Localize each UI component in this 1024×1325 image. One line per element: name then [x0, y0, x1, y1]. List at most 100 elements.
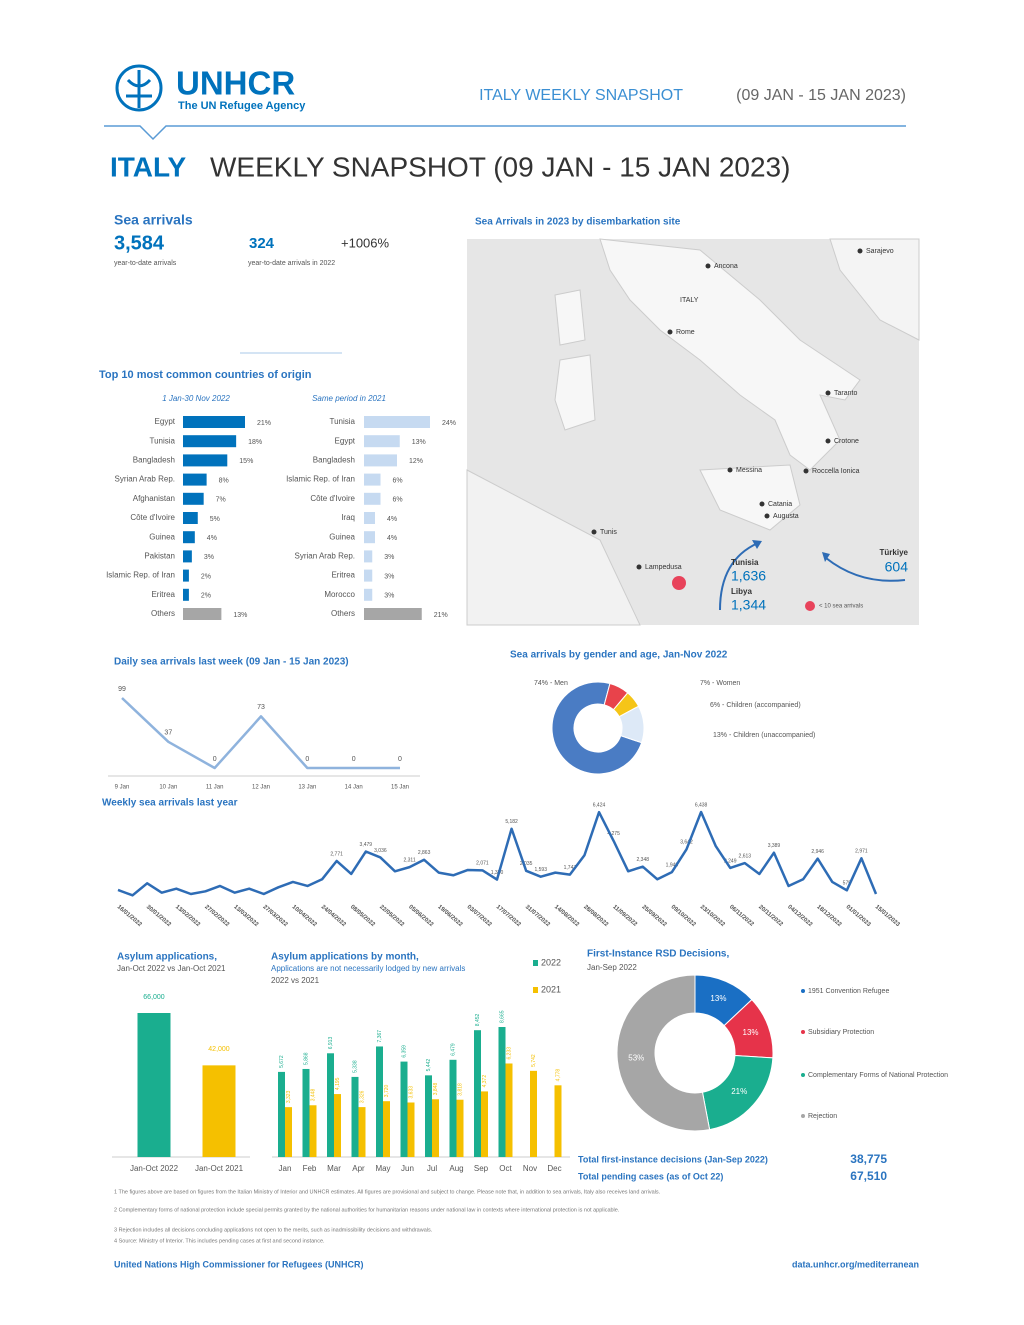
- value-label: 6,359: [401, 1045, 407, 1058]
- x-tick-label: 18/12/2022: [815, 904, 842, 928]
- category-label: Eritrea: [151, 590, 175, 599]
- bar: [183, 569, 189, 582]
- category-label: Bangladesh: [313, 456, 355, 465]
- bar: [400, 1061, 408, 1157]
- value-label: 3%: [204, 554, 214, 561]
- map-point: [591, 529, 597, 535]
- map-value: 1,344: [731, 597, 766, 613]
- x-tick-label: 15/01/2023: [874, 904, 901, 928]
- value-label: 6,479: [450, 1043, 456, 1056]
- value-label: 2,249: [724, 858, 737, 864]
- bar: [474, 1030, 481, 1157]
- x-tick-label: 10/04/2022: [291, 904, 318, 928]
- chart-title: Weekly sea arrivals last year: [102, 798, 238, 809]
- x-tick-label: 19/06/2022: [436, 904, 463, 928]
- x-tick-label: Nov: [523, 1164, 537, 1173]
- bar: [364, 531, 375, 544]
- value-label: 66,000: [143, 994, 165, 1001]
- value-label: 4%: [387, 535, 397, 542]
- line: [121, 697, 400, 770]
- x-tick-label: 11/09/2022: [611, 904, 638, 928]
- value-label: 6,438: [695, 802, 708, 808]
- x-tick-label: 15 Jan: [391, 785, 409, 791]
- map-place: Sarajevo: [866, 248, 894, 255]
- value-label: 13%: [233, 612, 247, 619]
- value-label: 2,348: [637, 857, 650, 863]
- bar: [358, 1107, 366, 1157]
- map-title: Sea Arrivals in 2023 by disembarkation s…: [475, 217, 681, 228]
- category-label: Afghanistan: [133, 494, 175, 503]
- category-label: Islamic Rep. of Iran: [286, 475, 355, 484]
- footnote: 4 Source: Ministry of Interior. This inc…: [114, 1238, 325, 1244]
- map-point: [857, 248, 863, 254]
- kpi-label: year-to-date arrivals: [114, 260, 177, 267]
- kpi-change: +1006%: [341, 235, 390, 250]
- category-label: Syrian Arab Rep.: [295, 552, 355, 561]
- legend-label: Rejection: [808, 1113, 837, 1120]
- x-tick-label: 14/08/2022: [553, 904, 580, 928]
- value-label: 21%: [731, 1087, 747, 1096]
- value-label: 3,326: [359, 1090, 365, 1103]
- value-label: 2,613: [739, 853, 752, 859]
- legend-swatch: [801, 989, 805, 993]
- map-point: [803, 468, 809, 474]
- map-place: ITALY: [680, 297, 699, 304]
- value-label: 37: [164, 730, 172, 737]
- value-label: 3%: [384, 554, 394, 561]
- map-place: Roccella Ionica: [812, 468, 860, 475]
- map-point: [705, 263, 711, 269]
- value-label: 5,868: [303, 1052, 309, 1065]
- chart-title: First-Instance RSD Decisions,: [587, 949, 729, 960]
- map: [466, 238, 920, 626]
- bar: [183, 588, 189, 601]
- donut-segment: [616, 974, 711, 1132]
- category-label: Côte d'Ivoire: [130, 513, 175, 522]
- legend-swatch: [801, 1073, 805, 1077]
- bar: [183, 550, 192, 563]
- category-label: Islamic Rep. of Iran: [106, 571, 175, 580]
- category-label: Syrian Arab Rep.: [115, 475, 175, 484]
- x-tick-label: Dec: [547, 1164, 561, 1173]
- chart-title: Asylum applications by month,: [271, 952, 419, 963]
- map-place: Tunis: [600, 529, 617, 536]
- kpi-label: year-to-date arrivals in 2022: [248, 260, 335, 267]
- value-label: 1,940: [666, 862, 679, 868]
- map-place: Catania: [768, 501, 792, 508]
- value-label: 13%: [743, 1028, 759, 1037]
- x-tick-label: 17/07/2022: [495, 904, 522, 928]
- header-rule: [104, 125, 906, 141]
- legend-label: Complementary Forms of National Protecti…: [808, 1072, 948, 1079]
- bar: [449, 1059, 457, 1157]
- bar: [351, 1076, 359, 1157]
- value-label: 13%: [412, 439, 426, 446]
- map-point: [759, 501, 765, 507]
- map-label: Türkiye: [880, 548, 909, 557]
- map-place: Taranto: [834, 390, 857, 397]
- bar: [202, 1065, 236, 1157]
- footnote: 2 Complementary forms of national protec…: [114, 1207, 620, 1213]
- x-tick-label: Feb: [303, 1164, 317, 1173]
- bar: [364, 416, 430, 428]
- value-label: 6,424: [593, 803, 606, 809]
- category-label: Tunisia: [150, 436, 176, 445]
- x-tick-label: 04/12/2022: [786, 904, 813, 928]
- x-tick-label: 05/06/2022: [407, 904, 434, 928]
- donut-segment: [618, 705, 645, 744]
- map-value: 604: [885, 559, 909, 575]
- donut-segment: [551, 681, 643, 775]
- value-label: 3,642: [680, 840, 693, 846]
- x-tick-label: Sep: [474, 1164, 489, 1173]
- bar: [364, 550, 373, 563]
- bar: [309, 1105, 317, 1157]
- bar: [364, 569, 373, 582]
- map-place: Augusta: [773, 513, 799, 520]
- value-label: 18%: [248, 439, 262, 446]
- category-label: Others: [331, 609, 355, 618]
- x-tick-label: 30/01/2022: [145, 904, 172, 928]
- value-label: 13%: [710, 994, 726, 1003]
- header-period: (09 JAN - 15 JAN 2023): [736, 87, 906, 104]
- value-label: 42,000: [208, 1046, 230, 1053]
- bar: [285, 1107, 292, 1157]
- value-label: 21%: [257, 420, 271, 427]
- x-tick-label: 9 Jan: [115, 785, 130, 791]
